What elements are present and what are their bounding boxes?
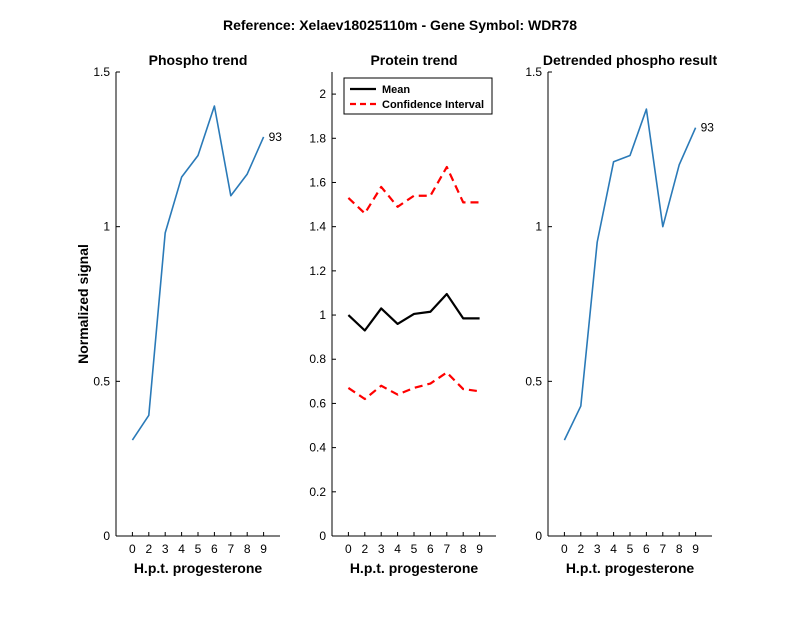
- series-line-2: [347, 165, 480, 215]
- x-tick-label: 0: [561, 542, 568, 556]
- y-tick-label: 1.8: [309, 131, 326, 145]
- y-tick-label: 2: [319, 87, 326, 101]
- series-line-3: [347, 371, 480, 401]
- x-tick-label: 9: [692, 542, 699, 556]
- y-tick-label: 1.4: [309, 220, 326, 234]
- y-tick-label: 1: [103, 220, 110, 234]
- y-tick-label: 0.5: [93, 374, 110, 388]
- y-tick-label: 0.8: [309, 352, 326, 366]
- x-tick-label: 5: [627, 542, 634, 556]
- x-tick-label: 0: [345, 542, 352, 556]
- x-tick-label: 9: [476, 542, 483, 556]
- legend-label: Mean: [382, 84, 410, 96]
- x-tick-label: 6: [211, 542, 218, 556]
- x-axis-label: H.p.t. progesterone: [134, 560, 263, 576]
- y-tick-label: 0: [535, 529, 542, 543]
- y-tick-label: 1.6: [309, 175, 326, 189]
- x-tick-label: 8: [460, 542, 467, 556]
- x-tick-label: 2: [361, 542, 368, 556]
- legend: Mean Confidence Interval: [343, 77, 493, 115]
- panel-title: Phospho trend: [149, 52, 248, 68]
- x-tick-label: 7: [227, 542, 234, 556]
- y-tick-label: 0: [103, 529, 110, 543]
- x-axis-label: H.p.t. progesterone: [350, 560, 479, 576]
- series-line-1: [563, 108, 697, 441]
- series-line-1: [347, 292, 480, 332]
- series-line-1: [131, 105, 265, 441]
- y-tick-label: 0: [319, 529, 326, 543]
- series-end-label: 93: [269, 130, 283, 144]
- x-tick-label: 0: [129, 542, 136, 556]
- y-tick-label: 0.4: [309, 441, 326, 455]
- x-tick-label: 9: [260, 542, 267, 556]
- series-end-label: 93: [701, 121, 715, 135]
- x-tick-label: 2: [577, 542, 584, 556]
- x-tick-label: 6: [643, 542, 650, 556]
- x-tick-label: 3: [162, 542, 169, 556]
- x-tick-label: 7: [659, 542, 666, 556]
- y-tick-label: 1.5: [93, 65, 110, 79]
- x-tick-label: 3: [378, 542, 385, 556]
- x-tick-label: 6: [427, 542, 434, 556]
- y-axis-label: Normalized signal: [75, 244, 91, 364]
- y-tick-label: 0.2: [309, 485, 326, 499]
- x-tick-label: 7: [443, 542, 450, 556]
- x-tick-label: 8: [676, 542, 683, 556]
- x-tick-label: 5: [411, 542, 418, 556]
- legend-box: [343, 77, 493, 115]
- x-tick-label: 4: [610, 542, 617, 556]
- y-tick-label: 0.5: [525, 374, 542, 388]
- y-tick-label: 1.2: [309, 264, 326, 278]
- y-tick-label: 1: [535, 220, 542, 234]
- legend-label: Confidence Interval: [382, 99, 484, 111]
- x-tick-label: 3: [594, 542, 601, 556]
- y-tick-label: 1: [319, 308, 326, 322]
- figure-title: Reference: Xelaev18025110m - Gene Symbol…: [223, 17, 577, 33]
- x-tick-label: 4: [394, 542, 401, 556]
- x-tick-label: 5: [195, 542, 202, 556]
- y-tick-label: 0.6: [309, 396, 326, 410]
- x-tick-label: 2: [145, 542, 152, 556]
- panel-title: Detrended phospho result: [543, 52, 718, 68]
- y-tick-label: 1.5: [525, 65, 542, 79]
- x-tick-label: 8: [244, 542, 251, 556]
- x-axis-label: H.p.t. progesterone: [566, 560, 695, 576]
- panel-title: Protein trend: [370, 52, 457, 68]
- x-tick-label: 4: [178, 542, 185, 556]
